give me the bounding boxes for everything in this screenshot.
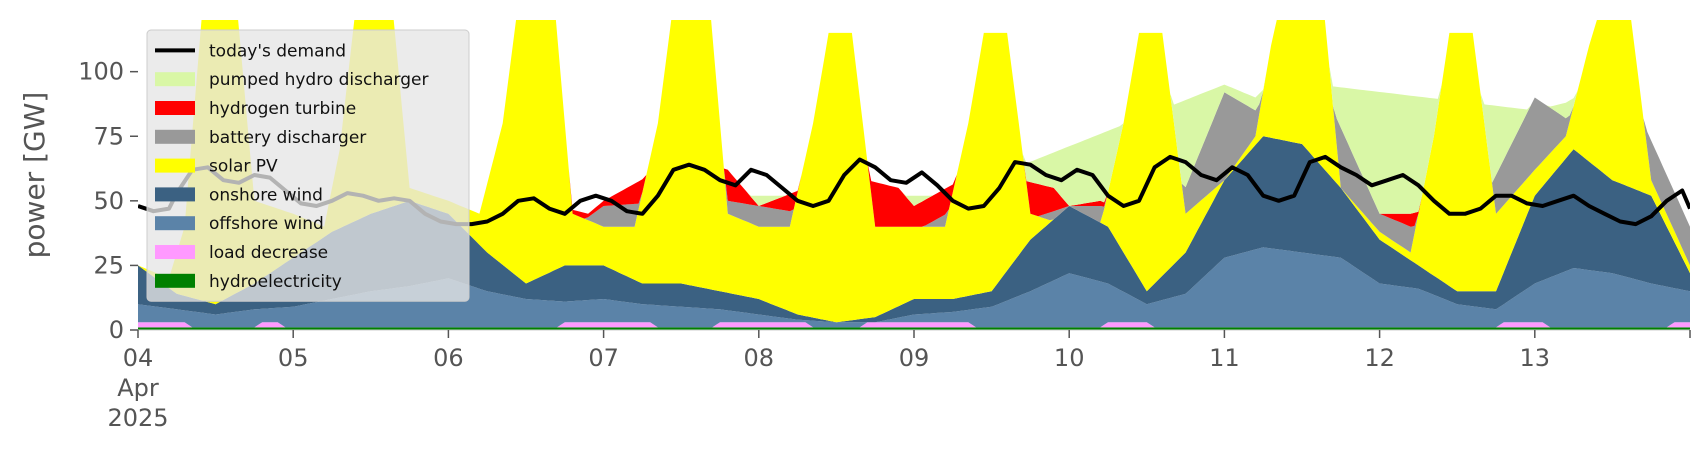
y-tick-label: 75 <box>93 122 124 150</box>
legend-label-today-s-demand: today's demand <box>209 41 346 61</box>
area-load-decrease <box>138 322 1690 328</box>
legend-swatch-battery-discharger <box>155 129 195 144</box>
legend-box <box>146 29 470 302</box>
legend-swatch-onshore-wind <box>155 187 195 202</box>
x-tick-label: 10 <box>1054 344 1085 372</box>
legend-label-offshore-wind: offshore wind <box>209 214 324 234</box>
x-tick-label: 05 <box>278 344 309 372</box>
x-tick-label: 2025 <box>107 404 168 432</box>
legend-swatch-offshore-wind <box>155 216 195 231</box>
area-offshore-wind <box>138 247 1690 328</box>
legend-swatch-solar-pv <box>155 158 195 173</box>
x-tick-label: 04 <box>123 344 154 372</box>
legend-swatch-pumped-hydro-discharger <box>155 72 195 87</box>
y-tick-label: 0 <box>109 316 124 344</box>
area-solar-pv <box>138 20 1690 323</box>
x-tick-label: 11 <box>1209 344 1240 372</box>
legend-swatch-load-decrease <box>155 245 195 259</box>
x-tick-label: 06 <box>433 344 464 372</box>
x-tick-label: 08 <box>744 344 775 372</box>
y-tick-label: 100 <box>78 58 124 86</box>
legend-label-load-decrease: load decrease <box>209 243 328 263</box>
y-axis: 0 25 50 75 100 <box>78 58 138 344</box>
x-tick-label: Apr <box>117 374 159 402</box>
legend-label-pumped-hydro-discharger: pumped hydro discharger <box>209 70 428 90</box>
legend-label-onshore-wind: onshore wind <box>209 185 323 205</box>
area-pumped-hydro-discharger <box>138 20 1690 279</box>
x-tick-label: 09 <box>899 344 930 372</box>
y-tick-label: 25 <box>93 251 124 279</box>
area-hydrogen-turbine <box>138 20 1690 279</box>
legend-swatch-hydrogen-turbine <box>155 101 195 115</box>
legend-label-hydroelectricity: hydroelectricity <box>209 272 342 292</box>
area-hydroelectricity <box>138 327 1690 330</box>
x-tick-label: 12 <box>1364 344 1395 372</box>
legend-label-solar-pv: solar PV <box>209 157 278 177</box>
legend-label-hydrogen-turbine: hydrogen turbine <box>209 99 356 119</box>
y-axis-label: power [GW] <box>18 92 51 259</box>
x-tick-label: 13 <box>1520 344 1551 372</box>
x-tick-label: 07 <box>588 344 619 372</box>
legend: today's demand pumped hydro discharger hyd… <box>146 29 470 302</box>
y-tick-label: 50 <box>93 187 124 215</box>
legend-swatch-hydroelectricity <box>155 273 195 288</box>
legend-label-battery-discharger: battery discharger <box>209 128 366 148</box>
